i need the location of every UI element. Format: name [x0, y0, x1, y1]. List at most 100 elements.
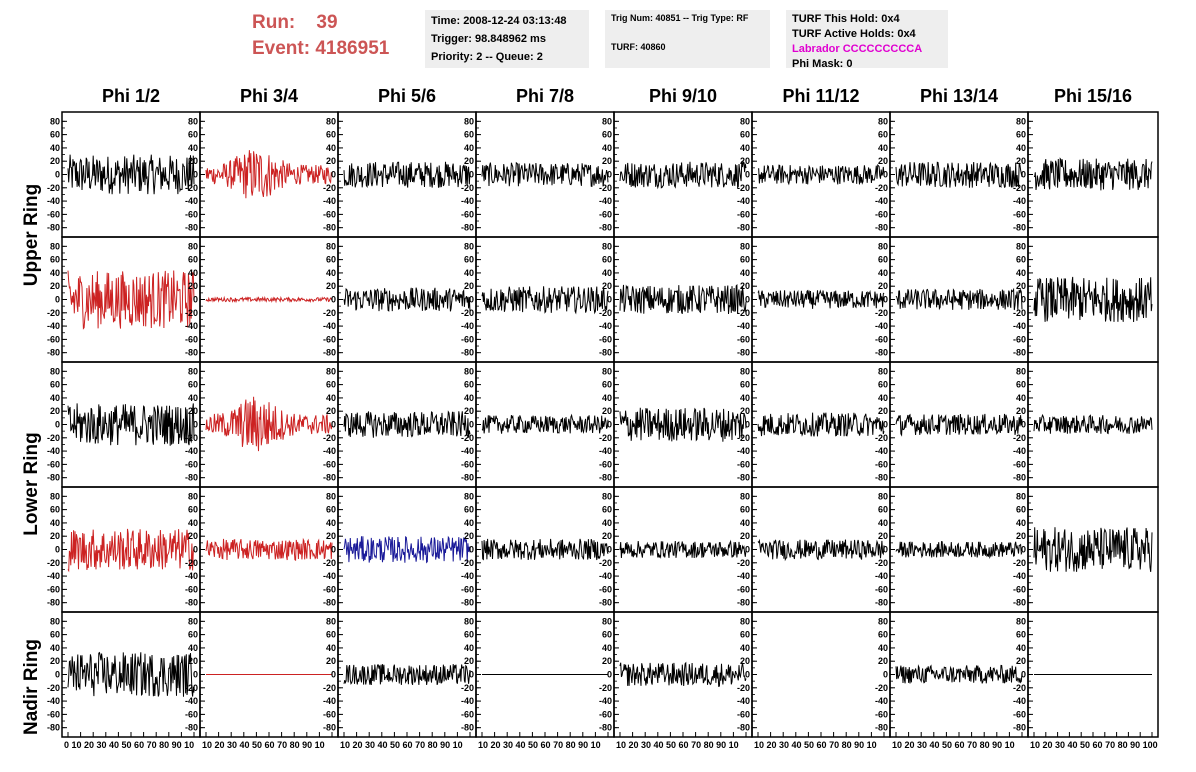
y-tick-label: -20: [47, 558, 60, 568]
waveform-trace: [757, 289, 885, 309]
y-tick-label: 80: [740, 491, 750, 501]
y-tick-label: -20: [875, 558, 888, 568]
y-tick-label: 80: [50, 366, 60, 376]
waveform-trace: [1033, 413, 1153, 435]
y-tick-label: 20: [464, 656, 474, 666]
y-tick-label: -60: [875, 459, 888, 469]
y-tick-label: -20: [461, 558, 474, 568]
y-tick-label: -40: [185, 571, 198, 581]
labrador-text: Labrador CCCCCCCCCA: [792, 43, 923, 55]
y-tick-label: -80: [185, 723, 198, 733]
y-tick-label: 40: [326, 268, 336, 278]
y-tick-label: -20: [185, 183, 198, 193]
y-tick-label: 60: [602, 630, 612, 640]
y-tick-label: 80: [188, 116, 198, 126]
y-tick-label: 0: [883, 545, 888, 555]
y-tick-label: -80: [461, 348, 474, 358]
y-tick-label: -20: [323, 558, 336, 568]
y-tick-label: 0: [193, 295, 198, 305]
waveform-trace: [1033, 527, 1153, 572]
y-tick-label: -20: [1013, 558, 1026, 568]
y-tick-label: -60: [1013, 334, 1026, 344]
y-tick-label: 60: [50, 255, 60, 265]
y-tick-label: -80: [47, 473, 60, 483]
waveform-trace: [67, 528, 195, 573]
y-tick-label: -40: [323, 446, 336, 456]
y-tick-label: 20: [188, 406, 198, 416]
column-header-phi-13-14: Phi 13/14: [919, 86, 999, 106]
y-tick-label: 40: [326, 643, 336, 653]
y-tick-label: -80: [1013, 723, 1026, 733]
waveform-trace: [67, 154, 195, 195]
waveform-trace: [757, 164, 885, 186]
y-tick-label: 20: [878, 531, 888, 541]
y-tick-label: 20: [740, 656, 750, 666]
y-tick-label: -20: [323, 683, 336, 693]
y-tick-label: 0: [745, 545, 750, 555]
y-tick-label: 80: [50, 491, 60, 501]
y-tick-label: 40: [464, 268, 474, 278]
y-tick-label: 40: [464, 518, 474, 528]
y-tick-label: -60: [323, 459, 336, 469]
y-tick-label: 60: [188, 630, 198, 640]
y-tick-label: 0: [469, 545, 474, 555]
y-tick-label: 40: [1016, 268, 1026, 278]
y-tick-label: -40: [737, 446, 750, 456]
waveform-panel: 80 60 40 20 0 -20 -40 -60 -80: [737, 111, 891, 238]
waveform-panel: 80 60 40 20 0 -20 -40 -60 -80: [1013, 361, 1159, 488]
y-tick-label: -80: [47, 723, 60, 733]
y-tick-label: 60: [878, 630, 888, 640]
y-tick-label: 0: [883, 170, 888, 180]
y-tick-label: 60: [1016, 130, 1026, 140]
y-tick-label: 60: [464, 255, 474, 265]
waveform-trace: [481, 413, 609, 435]
y-tick-label: -80: [1013, 473, 1026, 483]
waveform-panel: 80 60 40 20 0 -20 -40 -60 -80: [47, 111, 201, 238]
y-tick-label: -80: [185, 598, 198, 608]
y-tick-label: -20: [323, 308, 336, 318]
y-tick-label: -80: [1013, 223, 1026, 233]
y-tick-label: 40: [878, 143, 888, 153]
y-tick-label: 20: [326, 281, 336, 291]
y-tick-label: 80: [464, 241, 474, 251]
y-tick-label: -80: [461, 723, 474, 733]
y-tick-label: 20: [326, 531, 336, 541]
y-tick-label: 0: [469, 670, 474, 680]
y-tick-label: 20: [1016, 156, 1026, 166]
y-tick-label: -80: [185, 223, 198, 233]
y-tick-label: -20: [461, 433, 474, 443]
y-tick-label: 60: [464, 130, 474, 140]
y-tick-label: 80: [326, 116, 336, 126]
y-tick-label: 20: [740, 531, 750, 541]
y-tick-label: 40: [602, 643, 612, 653]
y-tick-label: 60: [464, 505, 474, 515]
waveform-panel: 80 60 40 20 0 -20 -40 -60 -80: [461, 611, 615, 738]
waveform-trace: [895, 413, 1023, 437]
run-label: Run:: [252, 12, 296, 33]
y-tick-label: -60: [185, 709, 198, 719]
y-tick-label: -40: [47, 196, 60, 206]
y-tick-label: 0: [607, 670, 612, 680]
y-tick-label: -60: [737, 584, 750, 594]
y-tick-label: -80: [1013, 348, 1026, 358]
x-tick-labels: 10 20 30 40 50 60 70 80 90 10: [340, 740, 463, 750]
y-tick-label: 80: [1016, 241, 1026, 251]
waveform-trace: [481, 286, 609, 315]
y-tick-label: -40: [47, 446, 60, 456]
waveform-trace: [895, 161, 1023, 188]
y-tick-label: 40: [740, 143, 750, 153]
y-tick-label: -40: [875, 696, 888, 706]
y-tick-label: 40: [602, 268, 612, 278]
y-tick-label: 60: [878, 255, 888, 265]
y-tick-label: 40: [50, 518, 60, 528]
waveform-trace: [67, 403, 195, 446]
y-tick-label: -60: [875, 584, 888, 594]
waveform-trace: [757, 538, 885, 562]
waveform-panel: 80 60 40 20 0 -20 -40 -60 -80: [737, 236, 891, 363]
y-tick-label: -40: [1013, 196, 1026, 206]
waveform-trace: [1033, 157, 1153, 191]
y-tick-label: 20: [326, 406, 336, 416]
y-tick-label: 60: [50, 630, 60, 640]
waveform-panel: 80 60 40 20 0 -20 -40 -60 -80: [737, 361, 891, 488]
y-tick-label: 0: [607, 545, 612, 555]
